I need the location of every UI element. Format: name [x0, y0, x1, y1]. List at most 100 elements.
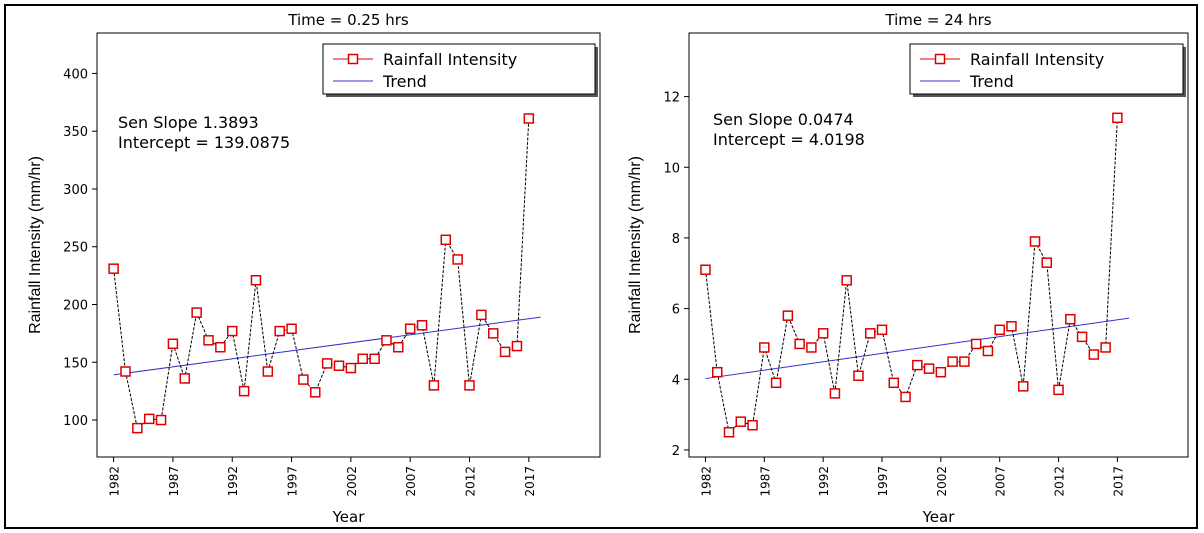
chart1-x-tick-label: 2007: [404, 466, 418, 497]
chart2-data-point: [841, 275, 852, 286]
chart2-legend-series-label: Rainfall Intensity: [970, 50, 1104, 69]
chart2-data-point: [782, 310, 794, 321]
chart2-data-point: [735, 416, 747, 427]
chart2-annotation-line: Intercept = 4.0198: [713, 130, 865, 149]
chart1-data-point: [238, 385, 250, 397]
chart2-data-point: [1065, 313, 1076, 325]
chart1-y-tick-label: 350: [63, 125, 88, 140]
chart1-data-point: [191, 307, 202, 318]
chart1-data-point: [120, 366, 131, 377]
chart1-title: Time = 0.25 hrs: [287, 11, 409, 29]
chart2-x-tick-label: 2017: [1111, 466, 1125, 497]
chart2-data-point: [959, 356, 970, 367]
chart1-data-point: [345, 362, 357, 374]
chart1-data-point: [167, 338, 179, 350]
chart1-data-point: [226, 325, 238, 337]
chart1-legend-series-marker: [347, 53, 359, 65]
chart2-legend-series-marker: [934, 53, 946, 65]
chart2-legend-trend-label: Trend: [969, 72, 1014, 91]
chart2-trend-line: [705, 317, 1130, 380]
chart1-axes-box: [96, 32, 601, 458]
chart2-data-point: [817, 328, 829, 339]
chart2-y-tick-label: 8: [672, 232, 680, 247]
chart1-y-tick-label: 150: [63, 356, 88, 371]
chart2-data-point: [876, 324, 888, 336]
chart1-x-tick-label: 1997: [286, 466, 300, 497]
chart2-data-point: [912, 359, 923, 371]
chart2-data-point: [700, 264, 711, 275]
chart2-data-point: [1088, 349, 1100, 360]
chart2-series-line: [705, 117, 1118, 434]
chart1-data-point: [321, 358, 333, 369]
chart2-x-tick-label: 1982: [699, 466, 713, 497]
chart1-data-point: [143, 413, 155, 425]
chart1-y-axis-label: Rainfall Intensity (mm/hr): [27, 156, 44, 334]
chart2-legend-box: [909, 43, 1184, 95]
chart1-data-point: [369, 353, 380, 365]
chart2-data-point: [1041, 257, 1053, 268]
chart1-y-tick-label: 200: [63, 298, 88, 313]
chart1-series-line: [113, 118, 530, 429]
chart1-data-point: [381, 335, 392, 346]
chart1-legend-box: [322, 43, 596, 95]
chart1-data-point: [511, 340, 523, 352]
chart1-legend-trend-label: Trend: [382, 72, 427, 91]
chart2-data-point: [1029, 236, 1041, 247]
chart1-x-tick-label: 2002: [345, 466, 359, 497]
chart2-y-tick-label: 6: [672, 303, 680, 318]
chart1-data-point: [476, 309, 487, 321]
chart2-x-tick-label: 1987: [758, 466, 772, 497]
chart2-data-point: [935, 366, 947, 378]
chart1-x-tick-label: 1982: [108, 466, 122, 497]
chart2-y-tick-label: 12: [663, 91, 680, 106]
chart1-data-point: [262, 366, 274, 377]
chart1-data-point: [298, 374, 309, 385]
chart1-data-point: [179, 373, 191, 384]
chart2-data-point: [1006, 321, 1017, 332]
chart1-data-point: [203, 335, 214, 346]
chart1-data-point: [440, 234, 452, 246]
chart2-data-point: [1076, 331, 1088, 343]
chart1-x-tick-label: 2017: [523, 466, 537, 497]
chart1-data-point: [215, 341, 226, 353]
chart2-data-point: [900, 391, 911, 403]
chart2-data-point: [723, 427, 735, 438]
chart2-y-tick-label: 4: [672, 373, 680, 388]
chart2-data-point: [994, 324, 1005, 336]
chart1-data-point: [108, 263, 119, 274]
chart1-x-tick-label: 1987: [167, 466, 181, 497]
chart1-y-tick-label: 100: [63, 414, 88, 429]
chart1-data-point: [393, 341, 404, 353]
chart1-annotation-line: Intercept = 139.0875: [118, 133, 290, 152]
chart2-axes-box: [688, 32, 1189, 458]
chart1-data-point: [250, 274, 262, 286]
chart2-data-point: [947, 356, 958, 367]
chart1-data-point: [499, 346, 511, 358]
chart2-data-point: [806, 342, 817, 353]
chart1-trend-line: [113, 316, 541, 376]
chart2-data-point: [747, 419, 758, 431]
chart1-data-point: [404, 323, 416, 335]
chart2-data-point: [711, 366, 723, 378]
chart1-data-point: [416, 320, 428, 331]
chart2-data-point: [829, 388, 841, 399]
chart2-y-tick-label: 10: [663, 161, 680, 176]
chart2-x-axis-label: Year: [922, 508, 956, 526]
chart1-data-point: [286, 323, 297, 335]
chart1-y-tick-label: 400: [63, 67, 88, 82]
chart2-data-point: [864, 328, 876, 339]
chart2-data-point: [1112, 112, 1123, 124]
chart1-data-point: [464, 380, 475, 391]
chart2-y-tick-label: 2: [672, 444, 680, 459]
chart2-data-point: [853, 370, 864, 381]
chart2-data-point: [1053, 384, 1064, 396]
chart1-data-point: [428, 380, 440, 391]
chart2-annotation-line: Sen Slope 0.0474: [713, 110, 854, 129]
chart1-data-point: [357, 353, 368, 365]
chart2-data-point: [888, 377, 900, 389]
chart1-x-axis-label: Year: [332, 508, 366, 526]
chart1-data-point: [487, 328, 499, 339]
chart1-x-tick-label: 1992: [226, 466, 240, 497]
chart1-data-point: [333, 360, 345, 371]
